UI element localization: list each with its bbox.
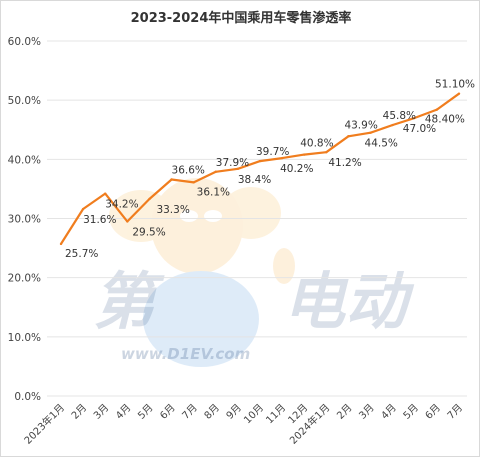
y-tick-label: 10.0% xyxy=(8,332,41,344)
x-tick-label: 11月 xyxy=(264,402,289,427)
data-label: 40.2% xyxy=(280,163,313,175)
data-label: 37.9% xyxy=(216,157,249,169)
y-tick-label: 40.0% xyxy=(8,154,41,166)
data-label: 45.8% xyxy=(383,110,416,122)
data-point xyxy=(435,108,439,111)
x-tick-label: 2月 xyxy=(69,402,89,422)
x-tick-label: 2月 xyxy=(335,402,355,422)
x-tick-label: 3月 xyxy=(357,402,377,422)
data-label: 36.1% xyxy=(197,186,230,198)
data-point xyxy=(280,156,284,160)
data-label: 36.6% xyxy=(172,164,205,176)
data-point xyxy=(369,131,372,134)
data-point xyxy=(214,170,217,173)
data-point xyxy=(258,159,262,163)
data-label: 38.4% xyxy=(238,174,271,186)
x-tick-label: 6月 xyxy=(423,402,443,422)
data-label: 41.2% xyxy=(328,157,361,169)
x-tick-label: 6月 xyxy=(158,402,178,422)
data-label: 31.6% xyxy=(83,214,116,226)
data-label: 44.5% xyxy=(365,138,398,150)
data-point xyxy=(59,242,63,246)
data-point xyxy=(148,197,151,201)
data-point xyxy=(170,178,173,181)
y-tick-label: 20.0% xyxy=(8,273,41,285)
y-tick-label: 50.0% xyxy=(8,95,41,107)
x-tick-label: 4月 xyxy=(113,402,133,422)
data-label: 43.9% xyxy=(344,119,377,131)
data-point xyxy=(192,181,195,184)
data-labels: 25.7% 31.6% 34.2% 29.5% 33.3% 36.6% 36.1% 37.9%… xyxy=(65,79,475,260)
data-point xyxy=(81,207,85,211)
y-axis: 0.0% 10.0% 20.0% 30.0% 40.0% 50.0% 60.0% xyxy=(8,36,41,403)
x-tick-label: 2023年1月 xyxy=(21,401,67,447)
x-tick-label: 7月 xyxy=(445,402,465,422)
data-point xyxy=(303,153,306,156)
data-point xyxy=(413,116,416,120)
x-tick-label: 10月 xyxy=(242,402,267,427)
y-tick-label: 60.0% xyxy=(8,36,41,48)
data-point xyxy=(457,92,461,95)
x-tick-label: 5月 xyxy=(401,402,421,422)
data-label: 40.8% xyxy=(300,138,333,150)
data-point xyxy=(347,135,350,138)
data-point xyxy=(126,220,129,223)
x-tick-label: 7月 xyxy=(180,402,200,422)
data-point xyxy=(325,151,328,154)
data-label: 25.7% xyxy=(65,248,98,260)
data-point xyxy=(391,123,394,127)
data-label: 51.10% xyxy=(435,79,475,91)
x-tick-label: 4月 xyxy=(379,402,399,422)
x-tick-label: 8月 xyxy=(202,402,222,422)
data-point xyxy=(104,192,107,195)
x-tick-label: 9月 xyxy=(224,402,244,422)
data-label: 39.7% xyxy=(256,146,289,158)
data-label: 34.2% xyxy=(105,199,138,211)
data-label: 48.40% xyxy=(425,114,465,126)
x-tick-label: 3月 xyxy=(91,402,111,422)
data-label: 33.3% xyxy=(156,204,189,216)
y-tick-label: 30.0% xyxy=(8,214,41,226)
grid xyxy=(47,40,467,397)
data-points xyxy=(59,92,461,246)
data-point xyxy=(236,167,240,170)
data-label: 29.5% xyxy=(132,226,165,238)
x-tick-label: 5月 xyxy=(136,402,156,422)
y-tick-label: 0.0% xyxy=(14,391,41,403)
data-label: 47.0% xyxy=(403,123,436,135)
chart-title: 2023-2024年中国乘用车零售渗透率 xyxy=(130,11,352,26)
